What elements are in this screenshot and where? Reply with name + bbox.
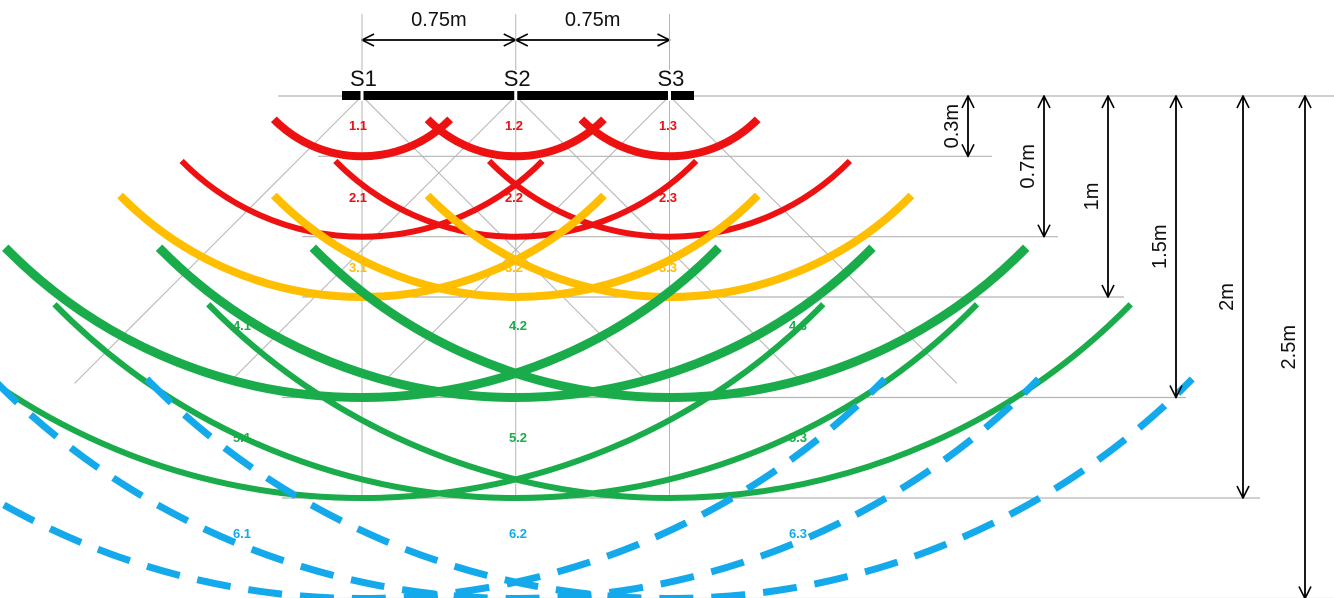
zone-label: 1.1: [349, 118, 367, 133]
zone-label: 5.1: [233, 430, 251, 445]
sensor-bar-segment: [342, 91, 694, 100]
spacing-label-s1-s2: 0.75m: [411, 9, 467, 31]
arc-2-2: [333, 158, 699, 240]
arc-3-2: [270, 192, 761, 301]
arc-1-2: [424, 116, 607, 161]
arc-1-1: [270, 116, 454, 161]
zone-label: 3.2: [505, 260, 523, 275]
arc-1-3: [578, 116, 761, 161]
cone-line-right: [515, 95, 804, 384]
sensor-label-s2: S2: [504, 66, 531, 91]
depth-label-0: 0.3m: [941, 104, 963, 148]
zone-label: 6.1: [233, 526, 251, 541]
zone-label: 2.1: [349, 190, 367, 205]
arc-4-3: [309, 244, 1030, 402]
zone-label: 4.2: [509, 318, 527, 333]
zone-label: 1.2: [505, 118, 523, 133]
arc-6-3: [144, 376, 1195, 598]
arc-4-2: [155, 244, 876, 402]
arc-5-1: [0, 302, 826, 501]
arc-6-2: [0, 376, 1041, 598]
zone-label: 5.2: [509, 430, 527, 445]
cone-line-left: [227, 95, 517, 384]
arc-2-1: [179, 158, 545, 240]
zone-label: 2.3: [659, 190, 677, 205]
zone-label: 2.2: [505, 190, 523, 205]
guide-lines: [74, 95, 1334, 598]
sensor-marker: [514, 90, 518, 101]
zone-label: 4.3: [789, 318, 807, 333]
zone-label: 3.3: [659, 260, 677, 275]
depth-label-1: 0.7m: [1017, 144, 1039, 188]
zone-label: 6.3: [789, 526, 807, 541]
zone-label: 1.3: [659, 118, 677, 133]
zone-labels: 1.1 1.2 1.3 2.1 2.2 2.3 3.1 3.2 3.3 4.1 …: [233, 118, 807, 541]
zone-label: 5.3: [789, 430, 807, 445]
sensor-spacing-dimensions: 0.75m 0.75m: [362, 9, 670, 70]
cone-line-left: [74, 95, 363, 384]
sensor-bar: [342, 90, 694, 101]
sensor-marker: [360, 90, 364, 101]
zone-label: 4.1: [233, 318, 251, 333]
depth-label-2: 1m: [1081, 183, 1103, 211]
cone-line-right: [669, 95, 958, 384]
depth-label-5: 2.5m: [1278, 325, 1300, 369]
detection-arcs: [0, 116, 1195, 598]
sensor-label-s3: S3: [658, 66, 685, 91]
spacing-label-s2-s3: 0.75m: [565, 9, 621, 31]
arc-5-3: [206, 302, 1133, 501]
zone-label: 6.2: [509, 526, 527, 541]
depth-dimensions: 0.3m 0.7m 1m 1.5m 2m 2.5m: [941, 96, 1305, 598]
zone-label: 3.1: [349, 260, 367, 275]
sensor-labels: S1 S2 S3: [350, 66, 684, 91]
arc-4-1: [2, 244, 722, 402]
sensor-marker: [668, 90, 671, 101]
sensor-label-s1: S1: [350, 66, 377, 91]
arc-2-3: [486, 158, 853, 240]
arc-5-2: [52, 302, 980, 501]
depth-label-3: 1.5m: [1149, 225, 1171, 269]
depth-label-4: 2m: [1216, 283, 1238, 311]
